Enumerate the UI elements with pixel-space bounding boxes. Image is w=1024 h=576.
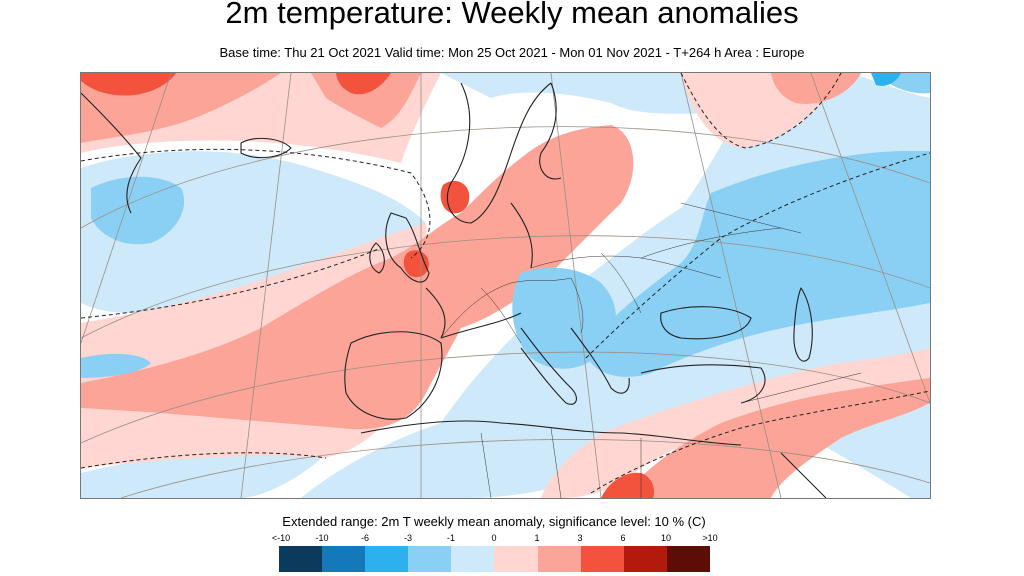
anomaly-map bbox=[80, 72, 931, 499]
legend-swatch-1 bbox=[322, 546, 366, 572]
legend-swatch-8 bbox=[623, 546, 667, 572]
significance-contours bbox=[81, 73, 930, 494]
coastlines bbox=[81, 82, 827, 498]
legend-label: 1 bbox=[534, 533, 540, 543]
country-borders bbox=[440, 202, 862, 498]
strong-cold-anomaly-area bbox=[871, 73, 901, 86]
legend-label: >10 bbox=[702, 533, 718, 543]
legend-label: -10 bbox=[315, 533, 329, 543]
legend-swatch-6 bbox=[537, 546, 581, 572]
legend-swatch-4 bbox=[451, 546, 495, 572]
legend-swatch-2 bbox=[365, 546, 409, 572]
legend-color-bar bbox=[279, 546, 710, 572]
legend-label: -3 bbox=[403, 533, 412, 543]
legend-label: 0 bbox=[491, 533, 497, 543]
legend-label: 10 bbox=[660, 533, 671, 543]
legend-labels: <-10 -10 -6 -3 -1 0 1 3 6 10 >10 bbox=[258, 533, 732, 545]
legend-label: -1 bbox=[446, 533, 455, 543]
legend-title: Extended range: 2m T weekly mean anomaly… bbox=[282, 514, 706, 529]
legend-swatch-9 bbox=[666, 546, 710, 572]
legend-swatch-0 bbox=[279, 546, 323, 572]
legend-swatch-5 bbox=[494, 546, 538, 572]
legend-swatch-7 bbox=[580, 546, 624, 572]
cold-anomaly-areas bbox=[81, 73, 930, 378]
strong-warm-anomaly-areas bbox=[81, 73, 655, 498]
map-graticule bbox=[81, 73, 930, 498]
legend-label: 6 bbox=[620, 533, 626, 543]
chart-title: 2m temperature: Weekly mean anomalies bbox=[225, 0, 799, 30]
legend-label: 3 bbox=[577, 533, 583, 543]
legend-label: <-10 bbox=[271, 533, 291, 543]
legend-swatch-3 bbox=[408, 546, 452, 572]
chart-subtitle: Base time: Thu 21 Oct 2021 Valid time: M… bbox=[219, 45, 805, 60]
legend-label: -6 bbox=[360, 533, 369, 543]
